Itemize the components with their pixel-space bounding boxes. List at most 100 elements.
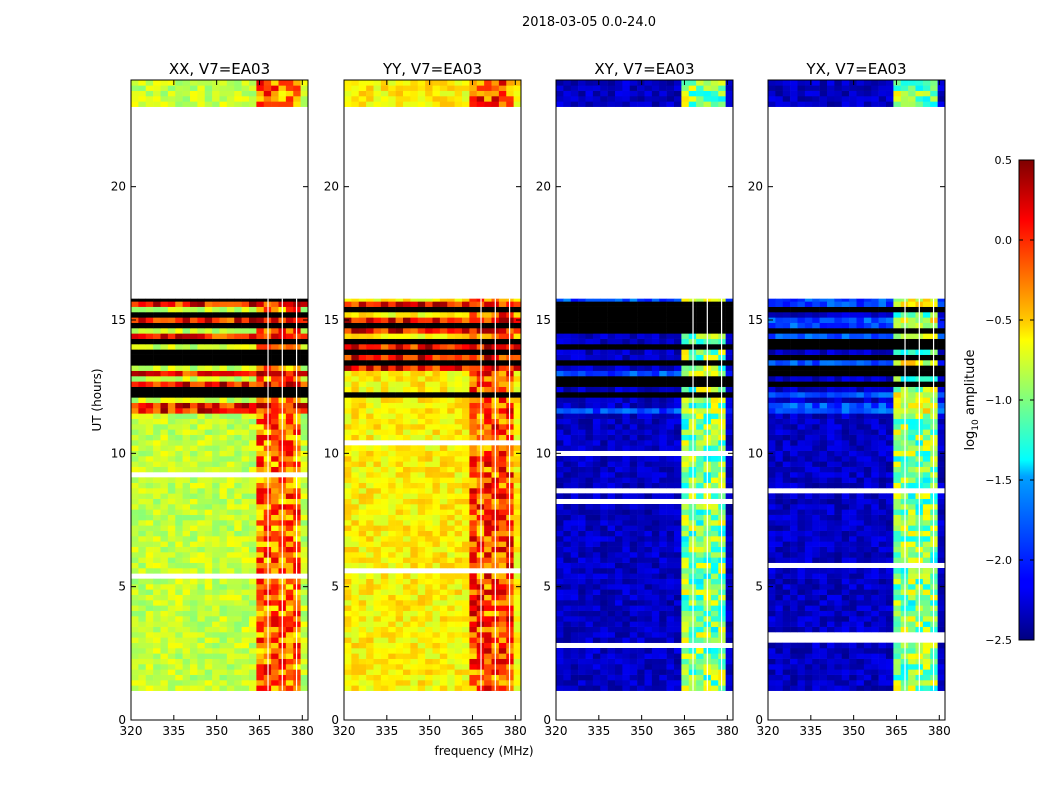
heatmap-cell <box>351 669 360 675</box>
heatmap-cell <box>644 418 653 425</box>
heatmap-cell <box>138 376 147 382</box>
heatmap-cell <box>484 589 492 595</box>
heatmap-cell <box>469 365 478 371</box>
heatmap-cell <box>585 440 594 446</box>
heatmap-cell <box>410 520 419 526</box>
heatmap-cell <box>366 322 374 329</box>
heatmap-cell <box>674 685 682 691</box>
heatmap-cell <box>160 461 169 467</box>
heatmap-cell <box>351 376 360 382</box>
heatmap-cell <box>696 445 704 451</box>
heatmap-cell <box>300 365 309 371</box>
heatmap-cell <box>219 418 228 425</box>
heatmap-cell <box>725 525 734 531</box>
heatmap-cell <box>131 493 139 499</box>
heatmap-cell <box>439 472 448 478</box>
heatmap-cell <box>138 386 147 393</box>
heatmap-cell <box>585 504 594 510</box>
heatmap-cell <box>674 445 682 451</box>
heatmap-cell <box>696 482 704 489</box>
heatmap-cell <box>454 354 463 361</box>
heatmap-cell <box>380 594 389 601</box>
heatmap-cell <box>462 493 470 499</box>
heatmap-cell <box>204 370 213 377</box>
heatmap-cell <box>234 610 242 617</box>
heatmap-cell <box>204 648 213 654</box>
heatmap-cell <box>513 349 522 355</box>
heatmap-cell <box>351 610 360 617</box>
heatmap-cell <box>182 680 191 686</box>
heatmap-cell <box>725 658 734 665</box>
heatmap-cell <box>410 472 419 478</box>
heatmap-cell <box>710 578 719 585</box>
heatmap-cell <box>425 429 433 435</box>
heatmap-cell <box>271 381 279 387</box>
heatmap-cell <box>462 381 470 387</box>
heatmap-cell <box>417 472 426 478</box>
heatmap-cell <box>388 514 396 521</box>
heatmap-cell <box>484 322 492 329</box>
heatmap-cell <box>681 605 690 611</box>
heatmap-cell <box>454 562 463 569</box>
heatmap-cell <box>388 685 396 691</box>
heatmap-cell <box>622 413 631 419</box>
heatmap-cell <box>241 514 250 521</box>
heatmap-cell <box>725 482 734 489</box>
heatmap-cell <box>249 392 257 398</box>
heatmap-cell <box>138 562 147 569</box>
heatmap-cell <box>271 434 279 441</box>
heatmap-cell <box>145 498 154 505</box>
heatmap-cell <box>578 610 586 617</box>
heatmap-cell <box>167 632 176 638</box>
heatmap-cell <box>498 90 507 97</box>
heatmap-cell <box>285 562 294 569</box>
heatmap-cell <box>651 562 660 569</box>
heatmap-cell <box>153 546 161 553</box>
heatmap-cell <box>219 306 228 313</box>
heatmap-cell <box>644 482 653 489</box>
heatmap-cell <box>592 557 601 563</box>
heatmap-cell <box>167 584 176 590</box>
heatmap-cell <box>271 621 279 627</box>
heatmap-cell <box>373 333 382 339</box>
heatmap-cell <box>498 530 507 537</box>
heatmap-cell <box>344 509 352 515</box>
heatmap-cell <box>219 488 228 494</box>
heatmap-cell <box>403 376 411 382</box>
heatmap-cell <box>167 626 176 633</box>
heatmap-cell <box>681 546 690 553</box>
heatmap-cell <box>219 578 228 585</box>
heatmap-cell <box>710 424 719 430</box>
heatmap-cell <box>710 589 719 595</box>
heatmap-cell <box>241 664 250 670</box>
heatmap-cell <box>197 429 206 435</box>
heatmap-cell <box>417 616 426 622</box>
heatmap-cell <box>578 493 586 499</box>
heatmap-cell <box>725 632 734 638</box>
heatmap-cell <box>271 600 279 606</box>
heatmap-cell <box>395 80 404 86</box>
heatmap-cell <box>447 648 455 654</box>
heatmap-cell <box>484 504 492 510</box>
heatmap-cell <box>190 669 198 675</box>
heatmap-cell <box>278 96 287 102</box>
heatmap-cell <box>425 589 433 595</box>
heatmap-cell <box>366 333 374 339</box>
heatmap-cell <box>131 392 139 398</box>
heatmap-cell <box>160 445 169 451</box>
heatmap-cell <box>145 298 154 302</box>
heatmap-cell <box>153 301 161 307</box>
heatmap-cell <box>212 392 220 398</box>
heatmap-cell <box>556 632 564 638</box>
heatmap-cell <box>153 344 161 350</box>
heatmap-cell <box>681 445 690 451</box>
heatmap-cell <box>484 466 492 473</box>
heatmap-cell <box>513 386 522 393</box>
heatmap-cell <box>563 664 572 670</box>
heatmap-cell <box>241 600 250 606</box>
heatmap-cell <box>197 328 206 334</box>
heatmap-cell <box>637 674 645 681</box>
heatmap-cell <box>182 525 191 531</box>
heatmap-cell <box>439 482 448 489</box>
heatmap-cell <box>256 370 265 377</box>
